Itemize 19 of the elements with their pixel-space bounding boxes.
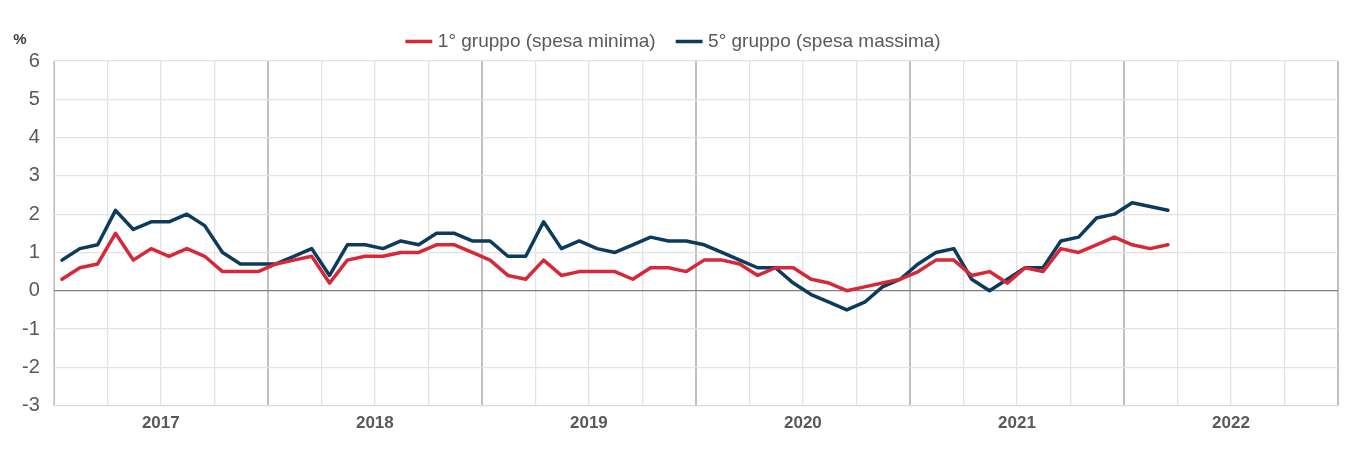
y-tick-label: -1 [21,316,40,339]
x-tick-label: 2018 [355,413,394,433]
y-tick-label: 5 [28,86,40,109]
y-tick-label: 2 [28,201,40,224]
x-tick-label: 2019 [569,413,608,433]
x-tick-label: 2020 [784,413,822,433]
y-axis-title: % [13,29,27,47]
x-tick-label: 2017 [141,413,180,433]
y-tick-label: 1 [28,239,40,262]
y-tick-label: -3 [21,393,40,416]
y-tick-label: 3 [28,163,40,186]
y-tick-label: 0 [28,278,40,301]
y-tick-label: 6 [28,48,40,71]
x-tick-label: 2021 [998,413,1036,433]
y-tick-label: 4 [28,125,40,148]
legend-label: 5° gruppo (spesa massima) [708,29,941,51]
legend-label: 1° gruppo (spesa minima) [437,29,656,51]
y-tick-label: -2 [21,354,40,377]
x-tick-label: 2022 [1212,413,1250,433]
